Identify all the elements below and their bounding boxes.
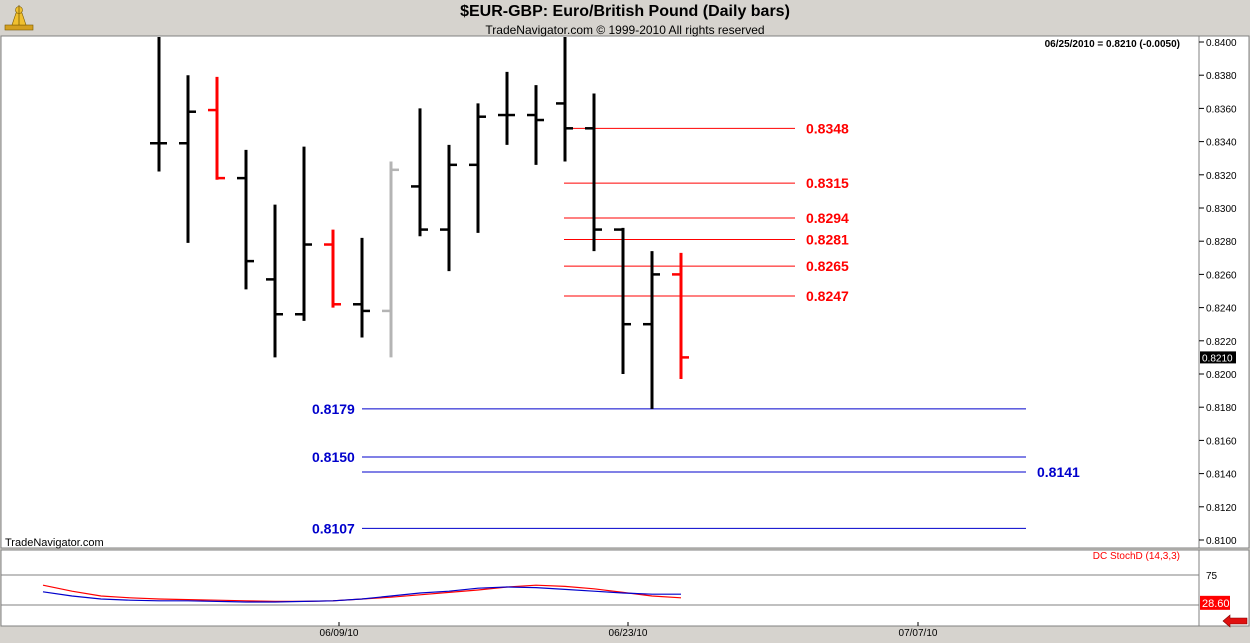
chart-subtitle: TradeNavigator.com © 1999-2010 All right… xyxy=(485,23,765,37)
support-label: 0.8179 xyxy=(312,401,355,417)
x-tick-label: 06/09/10 xyxy=(320,628,359,639)
y-tick-label: 0.8220 xyxy=(1206,337,1237,348)
y-tick-label: 0.8280 xyxy=(1206,237,1237,248)
trade-navigator-logo-icon xyxy=(4,5,34,31)
stochastic-k-line xyxy=(42,586,681,603)
x-tick-label: 07/07/10 xyxy=(899,628,938,639)
support-label: 0.8150 xyxy=(312,449,355,465)
last-quote-label: 06/25/2010 = 0.8210 (-0.0050) xyxy=(1045,39,1180,50)
y-tick-label: 0.8120 xyxy=(1206,503,1237,514)
resistance-label: 0.8348 xyxy=(806,120,849,136)
y-tick-label: 0.8180 xyxy=(1206,403,1237,414)
stochastic-value-label: 28.60 xyxy=(1202,598,1230,610)
price-axis xyxy=(1198,35,1250,549)
resistance-label: 0.8294 xyxy=(806,210,849,226)
stochastic-name: DC StochD (14,3,3) xyxy=(1093,551,1180,562)
y-tick-label: 0.8100 xyxy=(1206,536,1237,547)
left-arrow-icon[interactable] xyxy=(1222,614,1248,628)
resistance-label: 0.8265 xyxy=(806,258,849,274)
y-tick-label: 0.8300 xyxy=(1206,204,1237,215)
y-tick-label: 0.8340 xyxy=(1206,138,1237,149)
stochastic-axis xyxy=(1198,549,1250,627)
chart-title: $EUR-GBP: Euro/British Pound (Daily bars… xyxy=(460,3,790,20)
y-tick-label: 0.8380 xyxy=(1206,71,1237,82)
y-tick-label: 0.8200 xyxy=(1206,370,1237,381)
y-tick-label: 0.8360 xyxy=(1206,104,1237,115)
watermark-text: TradeNavigator.com xyxy=(5,537,104,549)
stochastic-level-label: 75 xyxy=(1206,571,1218,582)
support-label: 0.8107 xyxy=(312,520,355,536)
y-tick-label: 0.8400 xyxy=(1206,38,1237,49)
y-tick-label: 0.8320 xyxy=(1206,171,1237,182)
x-tick-label: 06/23/10 xyxy=(609,628,648,639)
stochastic-value-tag xyxy=(1200,595,1230,610)
stochastic-panel xyxy=(0,549,1200,627)
y-tick-label: 0.8240 xyxy=(1206,304,1237,315)
y-tick-label: 0.8160 xyxy=(1206,436,1237,447)
price-panel xyxy=(0,35,1200,549)
y-tick-label: 0.8260 xyxy=(1206,270,1237,281)
resistance-label: 0.8281 xyxy=(806,232,849,248)
resistance-label: 0.8315 xyxy=(806,175,849,191)
support-label: 0.8141 xyxy=(1037,464,1080,480)
current-price-label: 0.8210 xyxy=(1202,353,1233,364)
current-price-tag xyxy=(1200,351,1236,364)
y-tick-label: 0.8140 xyxy=(1206,470,1237,481)
resistance-label: 0.8247 xyxy=(806,288,849,304)
